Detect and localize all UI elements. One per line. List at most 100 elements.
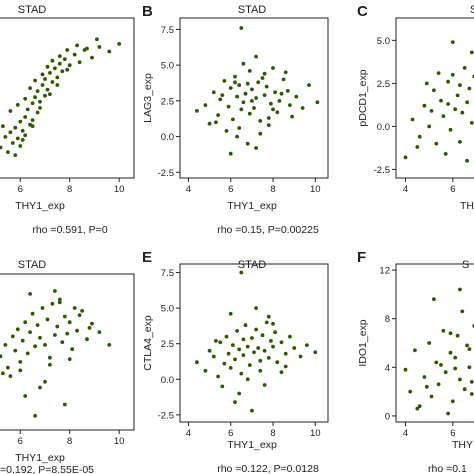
- scatter-point: [403, 367, 408, 372]
- scatter-point: [254, 327, 258, 332]
- scatter-point: [256, 346, 261, 350]
- scatter-point: [90, 321, 94, 326]
- scatter-point: [271, 66, 275, 70]
- x-tick-label: 8: [270, 428, 275, 439]
- scatter-point: [266, 123, 271, 127]
- scatter-point: [228, 86, 233, 90]
- scatter-point: [38, 99, 42, 104]
- scatter-point: [443, 370, 448, 375]
- scatter-point: [6, 150, 10, 155]
- scatter-point: [446, 102, 450, 106]
- scatter-point: [57, 54, 62, 58]
- scatter-point: [218, 97, 223, 102]
- scatter-point: [239, 107, 244, 112]
- panel-d-plot-frame: [0, 273, 135, 431]
- scatter-point: [458, 83, 462, 87]
- scatter-point: [48, 92, 52, 97]
- scatter-point: [462, 66, 467, 70]
- panel-a-title: STAD: [18, 4, 47, 16]
- scatter-point: [250, 87, 254, 92]
- scatter-point: [448, 331, 453, 336]
- scatter-point: [271, 344, 275, 349]
- scatter-point: [214, 339, 218, 343]
- scatter-point: [239, 26, 244, 30]
- scatter-point: [436, 382, 441, 387]
- scatter-point: [222, 361, 227, 366]
- scatter-point: [228, 366, 233, 370]
- scatter-point: [211, 354, 216, 359]
- scatter-point: [300, 106, 305, 110]
- scatter-point: [10, 334, 15, 339]
- scatter-point: [224, 129, 229, 133]
- scatter-point: [33, 78, 37, 83]
- scatter-point: [247, 69, 252, 73]
- y-tick-label: 7.5: [161, 268, 174, 279]
- scatter-point: [239, 270, 244, 275]
- scatter-point: [38, 335, 42, 340]
- panel-d-points: [0, 289, 112, 418]
- scatter-point: [233, 74, 237, 79]
- scatter-point: [220, 384, 225, 389]
- scatter-point: [53, 66, 57, 71]
- panel-e-x-ticks: 4 6 8 10: [186, 422, 321, 439]
- scatter-point: [252, 350, 256, 355]
- x-tick-label: 10: [114, 436, 125, 447]
- scatter-point: [20, 128, 25, 133]
- scatter-point: [15, 136, 20, 141]
- y-tick-label: 5.0: [161, 61, 174, 72]
- scatter-point: [62, 314, 67, 319]
- scatter-point: [233, 80, 237, 85]
- scatter-point: [60, 340, 65, 344]
- panel-b-y-label: LAG3_exp: [142, 73, 154, 123]
- scatter-point: [203, 368, 208, 373]
- y-tick-label: -2.5: [158, 410, 174, 421]
- panel-e-plot-frame: [179, 263, 329, 423]
- panel-e-rho-caption: rho =0.122, P=0.0128: [217, 463, 319, 474]
- scatter-point: [439, 98, 443, 103]
- panel-d-x-ticks: 6 8 10: [18, 430, 125, 447]
- panel-b-letter: B: [142, 3, 153, 20]
- scatter-point: [77, 60, 82, 65]
- scatter-point: [70, 347, 75, 352]
- scatter-point: [28, 330, 32, 334]
- scatter-point: [235, 94, 240, 99]
- scatter-point: [408, 389, 413, 394]
- scatter-point: [264, 84, 269, 89]
- scatter-point: [469, 121, 474, 125]
- y-tick-label: 0.0: [161, 375, 174, 386]
- scatter-point: [43, 93, 47, 98]
- x-tick-label: 4: [186, 428, 191, 439]
- scatter-point: [3, 343, 8, 347]
- scatter-point: [231, 117, 235, 122]
- scatter-point: [262, 383, 267, 387]
- scatter-point: [207, 121, 212, 126]
- panel-b-plot-frame: [179, 17, 329, 179]
- scatter-point: [23, 394, 28, 398]
- scatter-point: [30, 311, 35, 316]
- scatter-point: [241, 61, 246, 66]
- scatter-point: [72, 52, 77, 57]
- panel-c-y-label: pDCD1_exp: [357, 69, 369, 126]
- panel-f-rho-caption: rho =0.1: [428, 463, 467, 474]
- scatter-point: [85, 46, 89, 51]
- scatter-point: [216, 113, 221, 117]
- scatter-point: [446, 411, 450, 416]
- scatter-point: [35, 89, 40, 93]
- scatter-point: [413, 348, 417, 353]
- scatter-point: [0, 145, 3, 150]
- panel-e-y-ticks: -2.5 0.0 2.5 5.0 7.5: [158, 268, 180, 421]
- scatter-point: [6, 365, 10, 370]
- scatter-point: [288, 334, 292, 339]
- scatter-point: [254, 306, 258, 310]
- scatter-point: [458, 140, 462, 144]
- y-tick-label: 5.0: [377, 36, 390, 47]
- scatter-point: [40, 83, 45, 87]
- scatter-point: [97, 45, 102, 49]
- panel-d-title: STAD: [18, 259, 47, 271]
- scatter-point: [216, 374, 221, 379]
- scatter-point: [15, 327, 20, 332]
- scatter-point: [65, 48, 70, 52]
- scatter-point: [469, 50, 474, 55]
- scatter-point: [228, 151, 233, 156]
- scatter-point: [226, 104, 231, 109]
